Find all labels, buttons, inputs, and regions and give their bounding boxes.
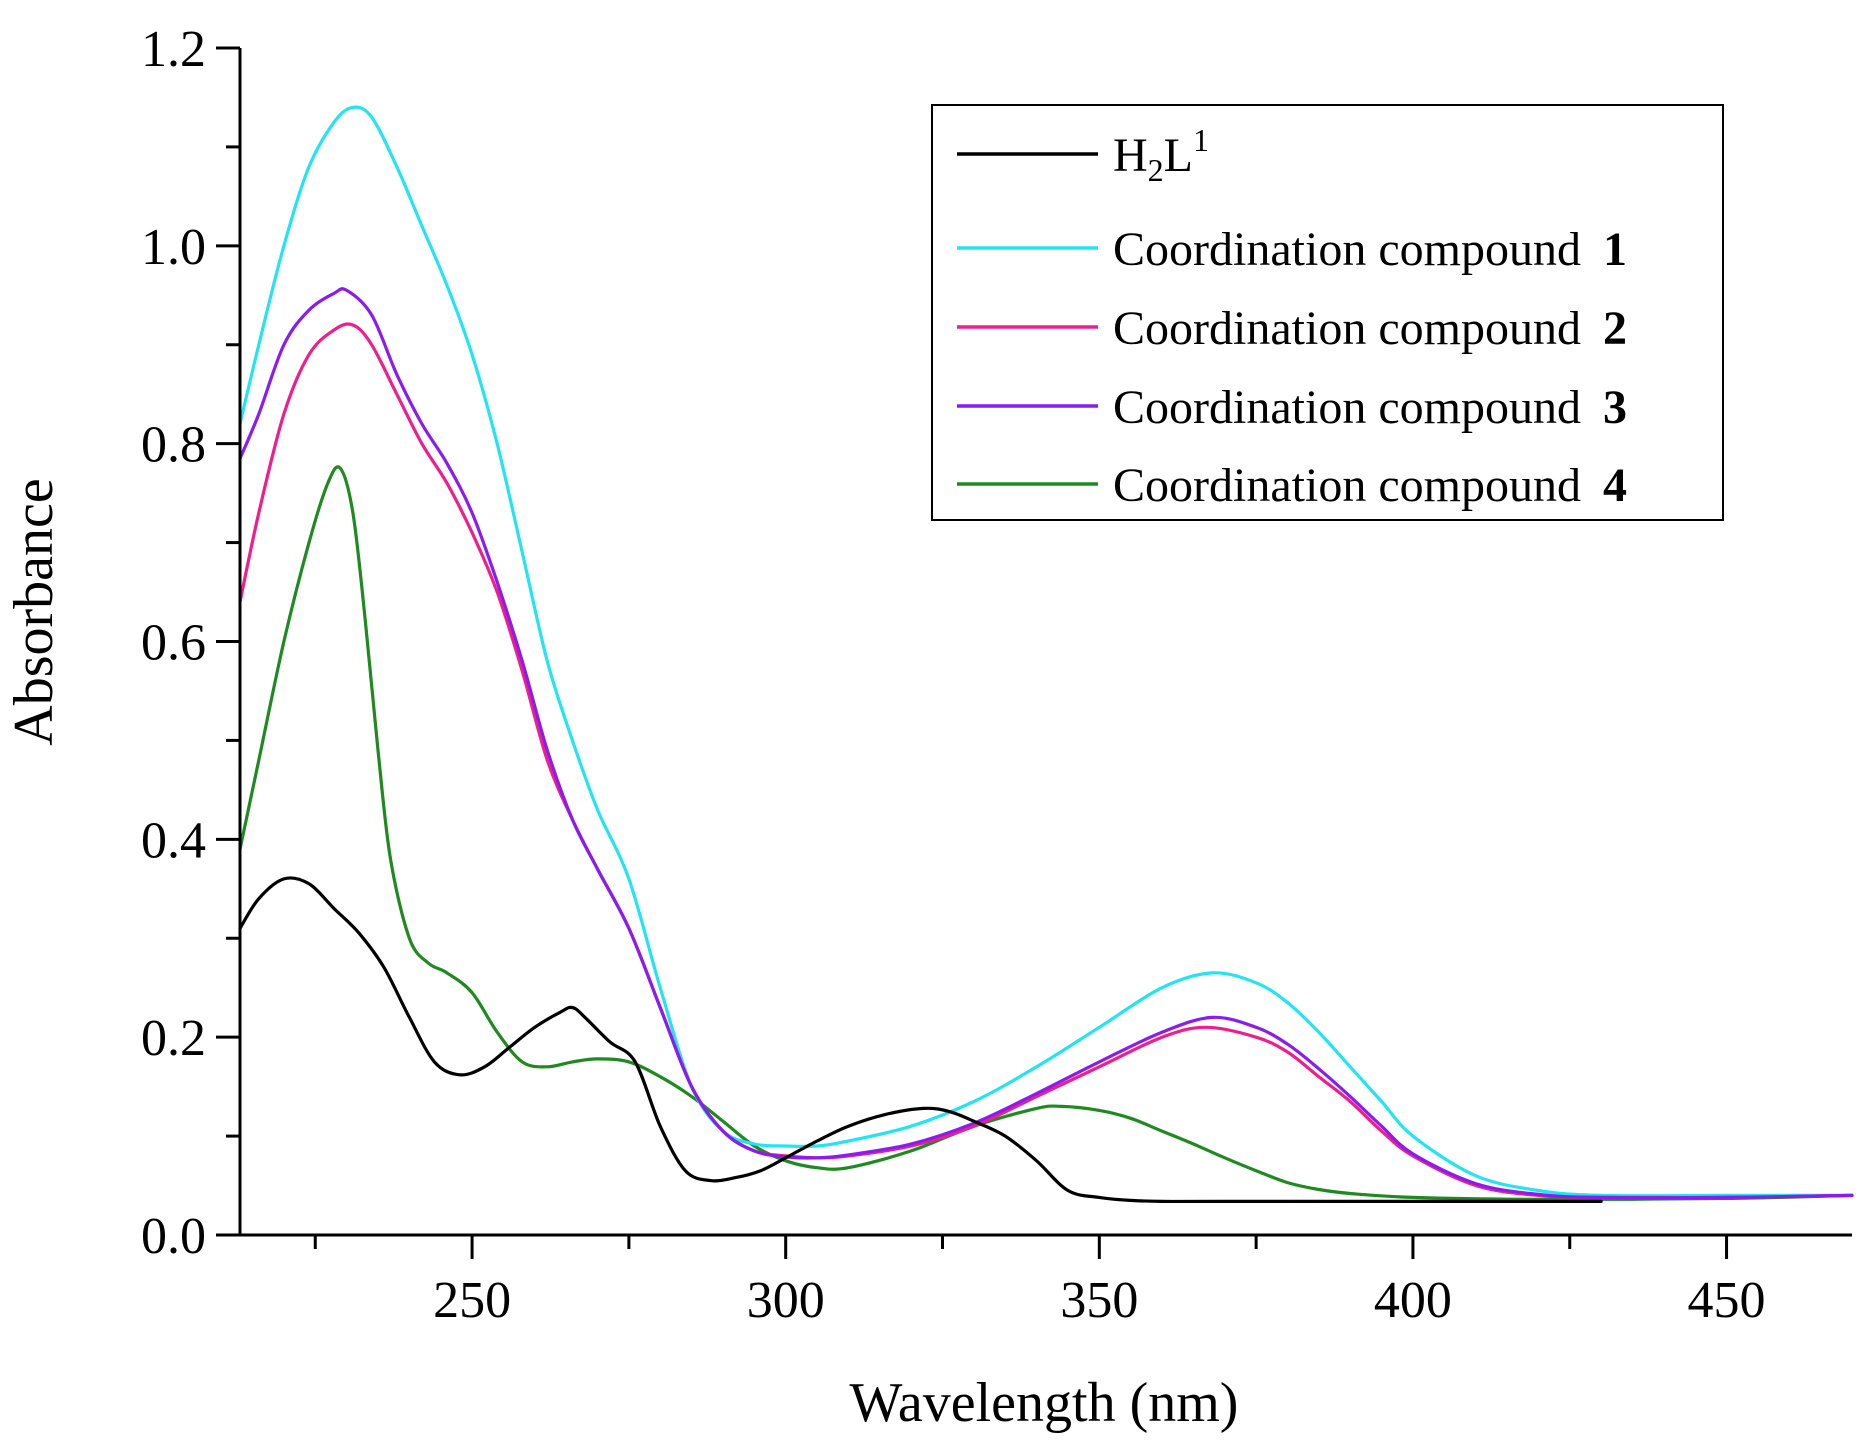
y-tick-label: 1.0 xyxy=(141,219,206,276)
legend-compound-3-num: 3 xyxy=(1603,381,1627,434)
legend-h2l1-l: L xyxy=(1164,129,1193,182)
legend-h2l1-sub: 2 xyxy=(1148,152,1164,188)
plot-lines xyxy=(238,105,1854,1204)
legend: H2L1 Coordination compound 1 Coordination… xyxy=(931,104,1724,521)
x-tick-label: 450 xyxy=(1688,1272,1766,1329)
y-tick-label: 0.2 xyxy=(141,1010,206,1067)
y-tick-label: 0.8 xyxy=(141,417,206,474)
legend-compound-4-text: Coordination compound xyxy=(1113,459,1581,512)
ticks: 0.0 0.2 0.4 0.6 0.8 1.0 1.2 250 300 350 400 450 xyxy=(141,21,1766,1329)
y-tick-label: 0.6 xyxy=(141,615,206,672)
y-tick-label: 0.4 xyxy=(141,812,206,869)
legend-label-compound-2: Coordination compound 2 xyxy=(1113,302,1627,355)
y-tick-label: 0.0 xyxy=(141,1208,206,1265)
x-tick-label: 300 xyxy=(747,1272,825,1329)
legend-box xyxy=(931,104,1724,521)
series-line-compound-3 xyxy=(238,287,1854,1200)
x-tick-label: 400 xyxy=(1374,1272,1452,1329)
x-tick-label: 350 xyxy=(1060,1272,1138,1329)
legend-compound-3-text: Coordination compound xyxy=(1113,381,1581,434)
legend-compound-2-text: Coordination compound xyxy=(1113,302,1581,355)
legend-h2l1-h: H xyxy=(1113,129,1148,182)
legend-label-compound-4: Coordination compound 4 xyxy=(1113,459,1627,512)
legend-label-compound-3: Coordination compound 3 xyxy=(1113,381,1627,434)
legend-h2l1-sup: 1 xyxy=(1193,122,1209,158)
legend-label-h2l1: H2L1 xyxy=(1113,122,1209,188)
legend-label-compound-1: Coordination compound 1 xyxy=(1113,223,1627,276)
legend-compound-1-num: 1 xyxy=(1603,223,1627,276)
x-tick-label: 250 xyxy=(433,1272,511,1329)
legend-compound-2-num: 2 xyxy=(1603,302,1627,355)
legend-compound-1-text: Coordination compound xyxy=(1113,223,1581,276)
legend-compound-4-num: 4 xyxy=(1603,459,1627,512)
y-axis-title: Absorbance xyxy=(3,478,65,745)
y-tick-label: 1.2 xyxy=(141,21,206,78)
x-axis-title: Wavelength (nm) xyxy=(850,1372,1239,1434)
series-line-h2l1 xyxy=(238,876,1603,1204)
